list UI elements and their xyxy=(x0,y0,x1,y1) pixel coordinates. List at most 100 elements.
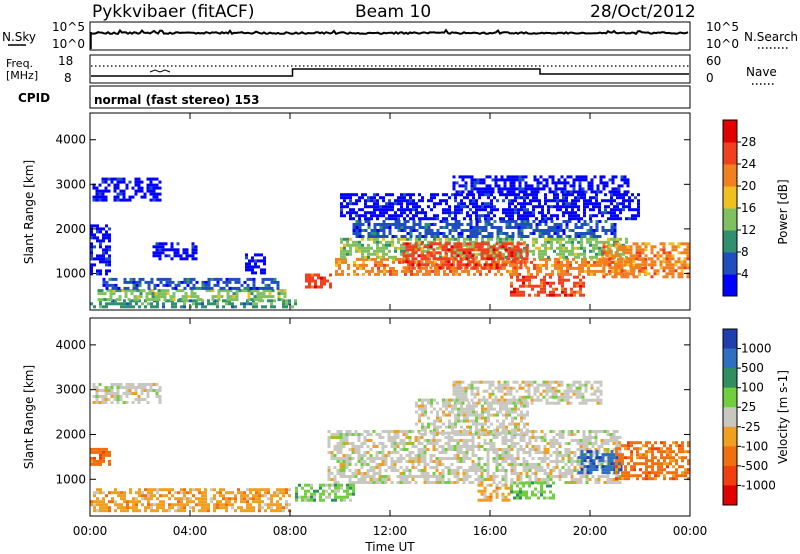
heatmap-cell xyxy=(611,269,615,273)
heatmap-cell xyxy=(561,460,565,463)
heatmap-cell xyxy=(510,293,513,297)
heatmap-cell xyxy=(438,251,442,255)
heatmap-cell xyxy=(93,506,96,510)
heatmap-cell xyxy=(498,457,502,460)
heatmap-cell xyxy=(352,202,355,206)
heatmap-cell xyxy=(549,445,553,448)
heatmap-cell xyxy=(594,442,598,445)
heatmap-cell xyxy=(516,257,520,261)
heatmap-cell xyxy=(161,251,165,255)
heatmap-cell xyxy=(435,466,439,469)
heatmap-cell xyxy=(564,454,568,457)
heatmap-cell xyxy=(581,175,585,179)
heatmap-cell xyxy=(566,260,569,264)
heatmap-cell xyxy=(519,254,523,258)
heatmap-cell xyxy=(397,226,401,229)
heatmap-cell xyxy=(155,198,159,202)
heatmap-cell xyxy=(426,251,430,255)
heatmap-cell xyxy=(385,240,388,244)
heatmap-cell xyxy=(635,263,639,267)
heatmap-cell xyxy=(572,178,576,182)
heatmap-cell xyxy=(544,240,547,244)
heatmap-cell xyxy=(194,257,198,261)
heatmap-cell xyxy=(477,469,481,472)
heatmap-cell xyxy=(182,251,186,255)
heatmap-cell xyxy=(638,257,642,261)
heatmap-cell xyxy=(109,298,113,302)
heatmap-cell xyxy=(222,280,226,284)
heatmap-cell xyxy=(606,478,610,481)
heatmap-cell xyxy=(591,445,595,448)
heatmap-cell xyxy=(364,246,367,250)
heatmap-cell xyxy=(436,425,439,429)
heatmap-cell xyxy=(298,495,301,499)
heatmap-cell xyxy=(441,245,445,249)
heatmap-cell xyxy=(186,497,189,501)
heatmap-cell xyxy=(376,255,379,259)
heatmap-cell xyxy=(388,214,391,218)
heatmap-cell xyxy=(411,457,415,460)
heatmap-cell xyxy=(485,272,488,276)
heatmap-cell xyxy=(114,302,117,306)
heatmap-cell xyxy=(615,430,619,433)
heatmap-cell xyxy=(373,202,376,206)
heatmap-cell xyxy=(405,257,409,261)
heatmap-cell xyxy=(220,295,224,299)
heatmap-cell xyxy=(598,252,601,256)
heatmap-cell xyxy=(528,275,531,279)
heatmap-cell xyxy=(677,260,681,264)
heatmap-cell xyxy=(425,266,428,270)
heatmap-cell xyxy=(512,178,516,182)
heatmap-cell xyxy=(470,181,474,185)
heatmap-cell xyxy=(510,290,513,294)
heatmap-cell xyxy=(559,208,562,212)
heatmap-cell xyxy=(515,263,518,267)
heatmap-cell xyxy=(483,463,487,466)
heatmap-cell xyxy=(255,500,258,504)
heatmap-cell xyxy=(552,460,556,463)
heatmap-cell xyxy=(342,445,346,448)
heatmap-cell xyxy=(421,404,424,408)
heatmap-cell xyxy=(462,472,466,475)
heatmap-cell xyxy=(161,242,165,246)
heatmap-cell xyxy=(474,257,478,261)
heatmap-cell xyxy=(382,226,386,229)
heatmap-cell xyxy=(339,457,343,460)
heatmap-cell xyxy=(443,269,446,273)
heatmap-cell xyxy=(626,251,630,255)
heatmap-cell xyxy=(460,193,463,197)
heatmap-cell xyxy=(163,298,167,302)
heatmap-cell xyxy=(550,220,554,223)
heatmap-cell xyxy=(531,472,535,475)
heatmap-cell xyxy=(370,229,374,232)
heatmap-cell xyxy=(497,269,500,273)
heatmap-cell xyxy=(529,232,533,235)
heatmap-cell xyxy=(465,472,469,475)
heatmap-cell xyxy=(339,460,343,463)
heatmap-cell xyxy=(340,202,343,206)
heatmap-cell xyxy=(504,260,508,264)
heatmap-cell xyxy=(523,211,526,215)
heatmap-cell xyxy=(155,195,159,199)
heatmap-cell xyxy=(480,248,484,252)
heatmap-cell xyxy=(568,193,571,197)
heatmap-cell xyxy=(225,280,229,284)
heatmap-cell xyxy=(335,257,338,261)
heatmap-cell xyxy=(501,448,505,451)
heatmap-cell xyxy=(496,226,500,229)
heatmap-cell xyxy=(475,226,479,229)
heatmap-cell xyxy=(102,500,105,504)
heatmap-cell xyxy=(611,190,615,194)
heatmap-cell xyxy=(338,260,341,264)
heatmap-cell xyxy=(134,177,138,181)
heatmap-cell xyxy=(544,193,547,197)
heatmap-cell xyxy=(398,260,401,264)
heatmap-cell xyxy=(107,386,111,389)
heatmap-cell xyxy=(381,457,385,460)
heatmap-cell xyxy=(526,220,530,223)
heatmap-cell xyxy=(417,469,421,472)
heatmap-cell xyxy=(372,457,376,460)
heatmap-cell xyxy=(108,227,111,231)
heatmap-cell xyxy=(441,451,445,454)
heatmap-cell xyxy=(549,442,553,445)
